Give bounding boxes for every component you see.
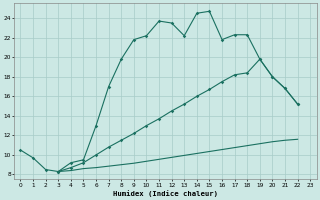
X-axis label: Humidex (Indice chaleur): Humidex (Indice chaleur) [113, 190, 218, 197]
